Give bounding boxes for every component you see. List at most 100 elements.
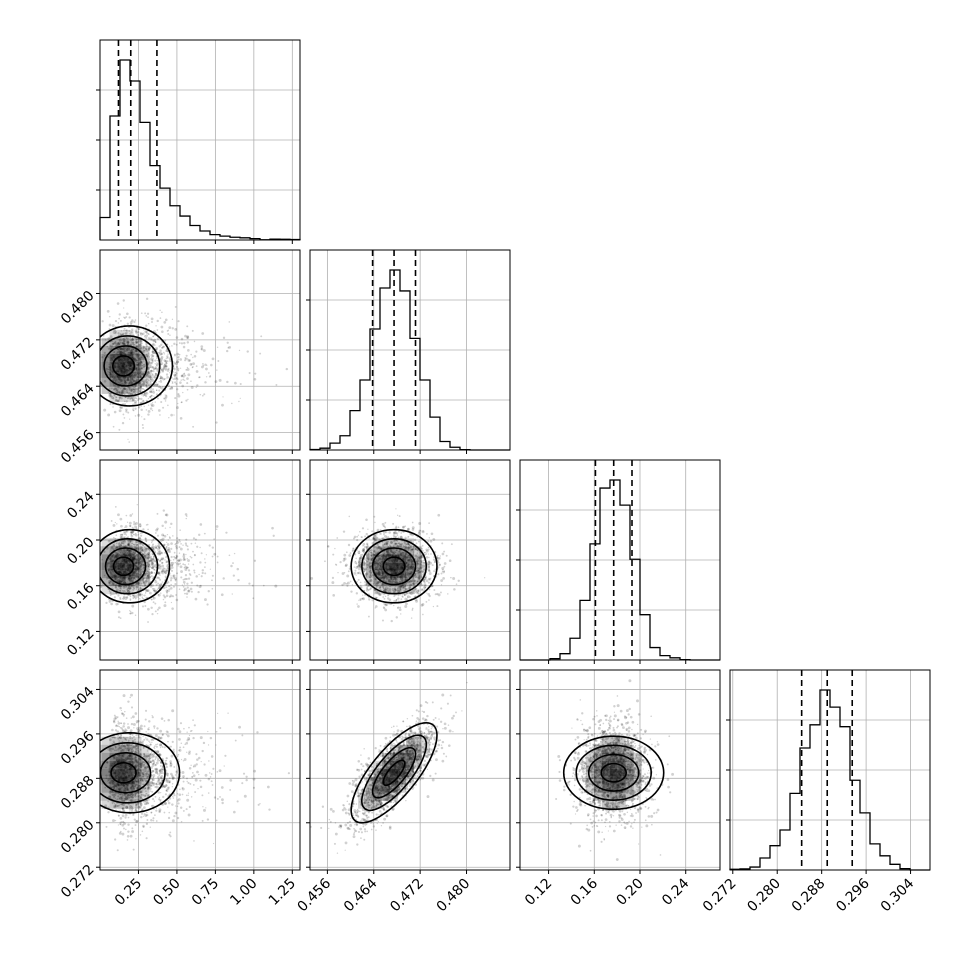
sample-point bbox=[166, 589, 169, 592]
sample-point bbox=[127, 577, 131, 581]
sample-point bbox=[177, 559, 180, 562]
sample-point bbox=[423, 551, 426, 554]
sample-point bbox=[154, 383, 157, 386]
sample-point bbox=[107, 370, 109, 373]
sample-point bbox=[149, 372, 152, 375]
sample-point bbox=[141, 388, 144, 390]
sample-point bbox=[217, 360, 220, 362]
sample-point bbox=[151, 360, 154, 363]
sample-point bbox=[139, 342, 142, 345]
sample-point bbox=[150, 317, 154, 321]
sample-point bbox=[158, 545, 161, 547]
sample-point bbox=[164, 365, 167, 368]
sample-point bbox=[118, 317, 120, 320]
sample-point bbox=[158, 566, 162, 570]
sample-point bbox=[125, 400, 128, 403]
sample-point bbox=[185, 553, 187, 556]
sample-point bbox=[136, 556, 139, 558]
sample-point bbox=[403, 586, 406, 589]
sample-point bbox=[387, 540, 390, 543]
sample-point bbox=[136, 377, 139, 381]
sample-point bbox=[128, 551, 131, 554]
sample-point bbox=[413, 538, 417, 542]
sample-point bbox=[135, 349, 138, 352]
sample-point bbox=[152, 560, 155, 562]
sample-point bbox=[156, 360, 159, 362]
sample-point bbox=[128, 550, 131, 552]
sample-point bbox=[139, 567, 141, 569]
density-cell bbox=[101, 586, 110, 595]
sample-point bbox=[131, 378, 134, 381]
sample-point bbox=[383, 588, 387, 592]
sample-point bbox=[124, 545, 127, 548]
sample-point bbox=[198, 376, 200, 379]
sample-point bbox=[379, 586, 382, 588]
sample-point bbox=[172, 535, 174, 537]
sample-point bbox=[170, 522, 173, 526]
sample-point bbox=[364, 580, 367, 584]
sample-point bbox=[399, 606, 402, 609]
sample-point bbox=[149, 337, 153, 341]
sample-point bbox=[193, 571, 196, 574]
sample-point bbox=[160, 557, 164, 561]
sample-point bbox=[174, 582, 177, 586]
sample-point bbox=[424, 577, 427, 580]
sample-point bbox=[143, 581, 145, 584]
sample-point bbox=[131, 319, 134, 322]
sample-point bbox=[396, 589, 399, 592]
sample-point bbox=[176, 352, 180, 356]
sample-point bbox=[366, 554, 370, 558]
sample-point bbox=[385, 549, 389, 553]
sample-point bbox=[379, 594, 381, 596]
sample-point bbox=[200, 348, 203, 350]
sample-point bbox=[450, 576, 452, 579]
sample-point bbox=[408, 571, 412, 575]
sample-point bbox=[372, 553, 375, 556]
sample-point bbox=[412, 579, 416, 583]
sample-point bbox=[175, 542, 177, 545]
sample-point bbox=[136, 574, 139, 577]
sample-point bbox=[136, 361, 139, 364]
sample-point bbox=[158, 587, 161, 590]
sample-point bbox=[117, 390, 120, 394]
sample-point bbox=[377, 558, 380, 561]
sample-point bbox=[170, 380, 172, 382]
sample-point bbox=[416, 549, 419, 551]
sample-point bbox=[137, 557, 141, 561]
sample-point bbox=[441, 570, 444, 572]
sample-point bbox=[172, 378, 175, 380]
density-cell bbox=[109, 337, 118, 346]
sample-point bbox=[121, 421, 125, 425]
sample-point bbox=[335, 564, 338, 566]
sample-point bbox=[139, 555, 142, 558]
sample-point bbox=[180, 379, 182, 381]
sample-point bbox=[186, 335, 190, 338]
sample-point bbox=[418, 557, 421, 560]
sample-point bbox=[204, 572, 207, 575]
sample-point bbox=[187, 349, 190, 352]
sample-point bbox=[153, 344, 156, 347]
sample-point bbox=[195, 350, 198, 353]
sample-point bbox=[419, 563, 423, 567]
sample-point bbox=[137, 575, 140, 578]
sample-point bbox=[126, 548, 129, 552]
sample-point bbox=[168, 536, 171, 538]
sample-point bbox=[133, 528, 135, 530]
sample-point bbox=[117, 342, 120, 345]
sample-point bbox=[346, 584, 349, 587]
sample-point bbox=[416, 552, 419, 554]
sample-point bbox=[160, 343, 163, 346]
sample-point bbox=[164, 527, 167, 529]
sample-point bbox=[123, 549, 126, 552]
sample-point bbox=[141, 560, 145, 563]
sample-point bbox=[127, 587, 130, 591]
sample-point bbox=[127, 539, 129, 542]
sample-point bbox=[359, 556, 363, 560]
sample-point bbox=[149, 378, 152, 380]
sample-point bbox=[165, 577, 167, 579]
sample-point bbox=[187, 373, 191, 377]
sample-point bbox=[137, 560, 140, 563]
density-cell bbox=[117, 393, 126, 402]
sample-point bbox=[185, 544, 188, 547]
sample-point bbox=[151, 379, 155, 383]
